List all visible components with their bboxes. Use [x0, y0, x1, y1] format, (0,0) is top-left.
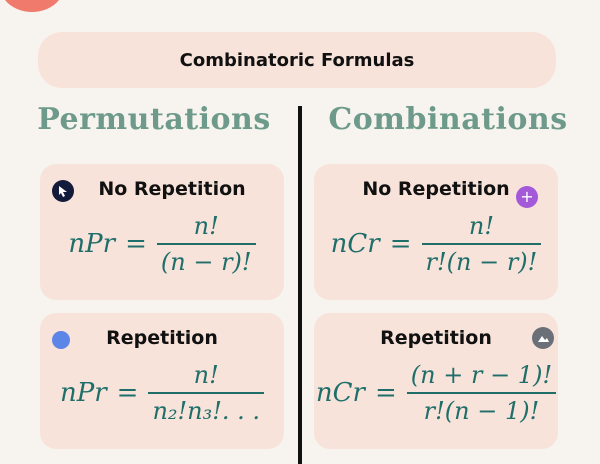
numerator: n! — [193, 212, 219, 240]
cursor-icon — [52, 180, 74, 202]
formula: nCr = (n + r − 1)! r!(n − 1)! — [314, 361, 558, 425]
card-label: Repetition — [380, 327, 492, 349]
card-label: No Repetition — [362, 178, 510, 200]
image-icon — [532, 327, 554, 349]
formula: nPr = n! n₂!n₃!. . . — [40, 361, 284, 425]
card-label: No Repetition — [98, 178, 246, 200]
card: Repetition nCr = (n + r − 1)! r!(n − 1)! — [314, 313, 558, 449]
card: No Repetition nPr = n! (n − r)! — [40, 164, 284, 300]
plus-icon: + — [516, 186, 538, 208]
denominator: r!(n − 1)! — [423, 397, 540, 425]
card: + No Repetition nCr = n! r!(n − r)! — [314, 164, 558, 300]
equals: = — [374, 378, 397, 408]
cursor-glyph — [59, 186, 67, 197]
denominator: r!(n − r)! — [425, 248, 538, 276]
lhs: nCr — [330, 229, 380, 259]
denominator: n₂!n₃!. . . — [152, 397, 261, 425]
lhs: nPr — [68, 229, 116, 259]
lhs: nCr — [315, 378, 365, 408]
numerator: n! — [193, 361, 219, 389]
heading: Combinations — [328, 102, 568, 137]
card-label: Repetition — [106, 327, 218, 349]
denominator: (n − r)! — [160, 248, 252, 276]
heading: Permutations — [37, 102, 271, 137]
equals: = — [389, 229, 412, 259]
formula: nPr = n! (n − r)! — [40, 212, 284, 276]
equals: = — [116, 378, 139, 408]
title: Combinatoric Formulas — [179, 49, 415, 71]
card: Repetition nPr = n! n₂!n₃!. . . — [40, 313, 284, 449]
lhs: nPr — [59, 378, 107, 408]
formula: nCr = n! r!(n − r)! — [314, 212, 558, 276]
divider — [298, 106, 302, 464]
numerator: (n + r − 1)! — [410, 361, 553, 389]
decor-blob — [0, 0, 64, 12]
dot-icon — [52, 331, 70, 349]
numerator: n! — [468, 212, 494, 240]
image-glyph — [538, 336, 549, 342]
equals: = — [125, 229, 147, 259]
title-pill: Combinatoric Formulas — [38, 32, 556, 88]
